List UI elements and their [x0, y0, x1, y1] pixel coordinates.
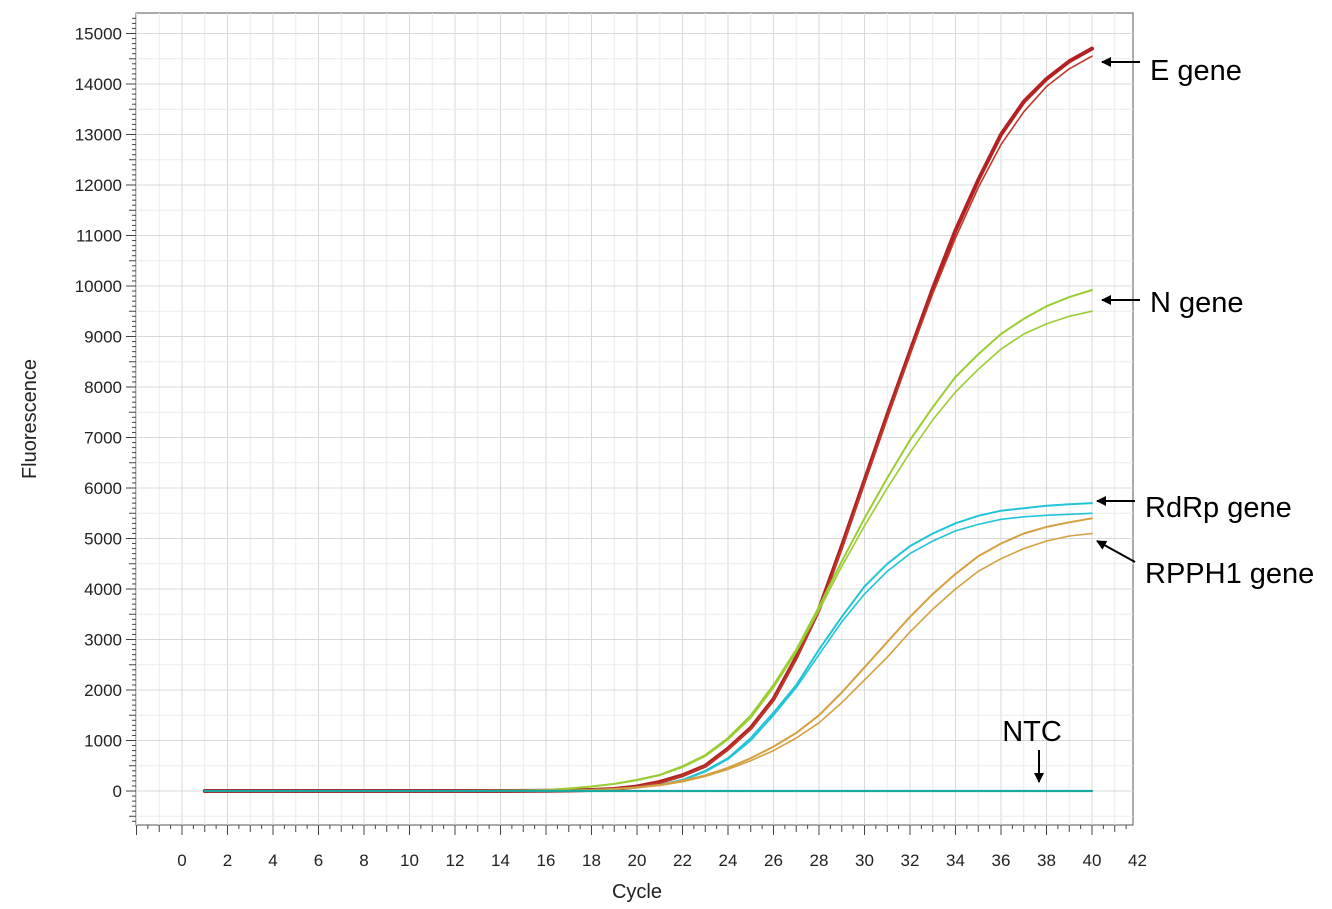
y-tick-label: 0: [113, 782, 122, 801]
x-tick-label: 26: [764, 851, 783, 870]
y-tick-label: 7000: [84, 429, 122, 448]
x-tick-label: 12: [446, 851, 465, 870]
x-tick-label: 14: [491, 851, 510, 870]
x-tick-label: 18: [582, 851, 601, 870]
annotation-label: N gene: [1150, 287, 1244, 319]
x-tick-label: 22: [673, 851, 692, 870]
x-tick-label: 40: [1083, 851, 1102, 870]
x-tick-label: 36: [992, 851, 1011, 870]
y-tick-label: 5000: [84, 530, 122, 549]
annotation-label: RdRp gene: [1145, 492, 1292, 524]
y-tick-label: 6000: [84, 479, 122, 498]
x-tick-label: 20: [628, 851, 647, 870]
annotation-label: NTC: [1002, 716, 1062, 748]
x-tick-label: 16: [537, 851, 556, 870]
annotation-arrow: [1096, 540, 1136, 563]
y-tick-label: 12000: [75, 176, 122, 195]
y-axis-label: Fluorescence: [19, 359, 41, 479]
y-tick-label: 11000: [76, 227, 122, 246]
y-tick-label: 4000: [84, 580, 122, 599]
axes: 0100020003000400050006000700080009000100…: [75, 17, 1147, 870]
x-tick-label: 24: [719, 851, 738, 870]
x-tick-label: 2: [223, 851, 232, 870]
x-tick-label: 8: [359, 851, 368, 870]
series-lines: [202, 46, 1094, 793]
y-tick-label: 13000: [75, 126, 122, 145]
y-tick-label: 14000: [75, 75, 122, 94]
x-tick-label: 34: [946, 851, 965, 870]
x-tick-label: 32: [901, 851, 920, 870]
annotation-label: RPPH1 gene: [1145, 558, 1314, 590]
x-tick-label: 30: [855, 851, 874, 870]
y-tick-label: 9000: [84, 328, 122, 347]
x-tick-label: 4: [268, 851, 277, 870]
x-tick-label: 42: [1128, 851, 1147, 870]
x-tick-label: 0: [177, 851, 186, 870]
x-axis-label: Cycle: [612, 881, 662, 903]
y-tick-label: 3000: [84, 631, 122, 650]
y-tick-label: 1000: [84, 732, 122, 751]
annotation-label: E gene: [1150, 55, 1242, 87]
y-tick-label: 2000: [84, 681, 122, 700]
x-tick-label: 38: [1037, 851, 1056, 870]
y-tick-label: 10000: [75, 277, 122, 296]
annotations: E gene N gene RdRp gene RPPH1 gene NTC: [1002, 55, 1314, 783]
y-tick-label: 15000: [75, 25, 122, 44]
x-tick-label: 28: [810, 851, 829, 870]
x-tick-label: 10: [400, 851, 419, 870]
x-tick-label: 6: [314, 851, 323, 870]
y-tick-label: 8000: [84, 378, 122, 397]
